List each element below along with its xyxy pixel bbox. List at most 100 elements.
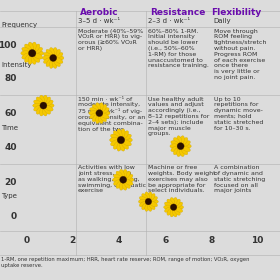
- Ellipse shape: [175, 202, 183, 207]
- Ellipse shape: [122, 137, 132, 143]
- Ellipse shape: [92, 104, 99, 112]
- Ellipse shape: [173, 147, 180, 155]
- Ellipse shape: [177, 136, 182, 145]
- Ellipse shape: [100, 114, 107, 122]
- Ellipse shape: [32, 44, 40, 52]
- Ellipse shape: [53, 59, 60, 67]
- Ellipse shape: [109, 137, 120, 143]
- Ellipse shape: [145, 192, 150, 200]
- Ellipse shape: [98, 115, 103, 123]
- Ellipse shape: [142, 193, 148, 201]
- Ellipse shape: [124, 174, 133, 180]
- Ellipse shape: [42, 95, 47, 104]
- Ellipse shape: [174, 199, 180, 206]
- Circle shape: [177, 143, 184, 150]
- Ellipse shape: [55, 56, 64, 60]
- Ellipse shape: [125, 178, 134, 182]
- Ellipse shape: [149, 202, 155, 210]
- Text: Flexibility: Flexibility: [211, 8, 262, 17]
- Ellipse shape: [175, 207, 183, 212]
- Ellipse shape: [89, 111, 98, 115]
- Ellipse shape: [138, 199, 147, 204]
- Text: Activities with low
joint stress, such
as walking, cycling,
swimming, or aquatic: Activities with low joint stress, such a…: [78, 165, 146, 193]
- Ellipse shape: [167, 199, 173, 206]
- Ellipse shape: [113, 179, 122, 185]
- Ellipse shape: [113, 141, 121, 149]
- Text: Up to 10
repetitions for
dynamic move-
ments; hold
static stretched
for 10–30 s.: Up to 10 repetitions for dynamic move- m…: [214, 97, 263, 130]
- Ellipse shape: [171, 146, 179, 152]
- Ellipse shape: [150, 201, 157, 207]
- Ellipse shape: [45, 103, 54, 108]
- Ellipse shape: [149, 193, 155, 201]
- Ellipse shape: [181, 137, 188, 145]
- Ellipse shape: [182, 146, 190, 152]
- Ellipse shape: [175, 205, 184, 209]
- Ellipse shape: [150, 197, 157, 202]
- Ellipse shape: [92, 114, 99, 122]
- Ellipse shape: [43, 56, 52, 60]
- Ellipse shape: [101, 113, 109, 119]
- Text: 80: 80: [4, 74, 17, 83]
- Ellipse shape: [39, 107, 45, 116]
- Ellipse shape: [49, 59, 54, 68]
- Ellipse shape: [147, 192, 152, 200]
- Text: 3–5 d · wk⁻¹: 3–5 d · wk⁻¹: [78, 18, 120, 24]
- Ellipse shape: [119, 169, 124, 178]
- Text: 6: 6: [162, 236, 168, 245]
- Text: Aerobic: Aerobic: [80, 8, 118, 17]
- Ellipse shape: [100, 104, 107, 112]
- Text: 8: 8: [208, 236, 214, 245]
- Ellipse shape: [113, 178, 122, 182]
- Ellipse shape: [46, 59, 53, 67]
- Ellipse shape: [179, 136, 185, 145]
- Ellipse shape: [33, 47, 43, 53]
- Ellipse shape: [172, 197, 177, 206]
- Ellipse shape: [119, 181, 124, 190]
- Ellipse shape: [98, 103, 103, 112]
- Circle shape: [145, 198, 152, 205]
- Ellipse shape: [36, 106, 43, 114]
- Text: Move through
ROM feeling
tightness/stretch
without pain.
Progress ROM
of each ex: Move through ROM feeling tightness/stret…: [214, 29, 267, 80]
- Ellipse shape: [165, 207, 172, 212]
- Ellipse shape: [120, 129, 125, 139]
- Text: 100: 100: [0, 41, 17, 50]
- Ellipse shape: [123, 171, 130, 179]
- Text: Frequency: Frequency: [1, 22, 38, 28]
- Circle shape: [120, 176, 127, 183]
- Ellipse shape: [116, 181, 123, 188]
- Ellipse shape: [122, 169, 127, 178]
- Ellipse shape: [52, 59, 57, 68]
- Ellipse shape: [28, 42, 33, 52]
- Ellipse shape: [150, 199, 158, 204]
- Text: Type: Type: [1, 193, 17, 199]
- Text: Intensity: Intensity: [1, 62, 32, 67]
- Ellipse shape: [139, 197, 147, 202]
- Ellipse shape: [164, 205, 172, 209]
- Ellipse shape: [42, 107, 47, 116]
- Ellipse shape: [21, 51, 31, 56]
- Circle shape: [170, 204, 177, 211]
- Ellipse shape: [43, 58, 52, 64]
- Ellipse shape: [22, 47, 31, 53]
- Circle shape: [50, 54, 57, 62]
- Ellipse shape: [177, 148, 182, 157]
- Circle shape: [117, 136, 125, 144]
- Circle shape: [96, 109, 103, 117]
- Ellipse shape: [111, 134, 120, 140]
- Text: 4: 4: [116, 236, 122, 245]
- Ellipse shape: [117, 129, 122, 139]
- Ellipse shape: [45, 100, 53, 106]
- Ellipse shape: [46, 49, 53, 57]
- Ellipse shape: [33, 103, 42, 108]
- Ellipse shape: [45, 105, 53, 111]
- Text: 10: 10: [251, 236, 264, 245]
- Ellipse shape: [124, 179, 133, 185]
- Ellipse shape: [25, 44, 32, 52]
- Ellipse shape: [165, 202, 172, 207]
- Ellipse shape: [31, 55, 36, 64]
- Ellipse shape: [122, 134, 131, 140]
- Ellipse shape: [122, 140, 131, 146]
- Ellipse shape: [171, 141, 179, 146]
- Ellipse shape: [31, 42, 36, 52]
- Ellipse shape: [101, 108, 109, 113]
